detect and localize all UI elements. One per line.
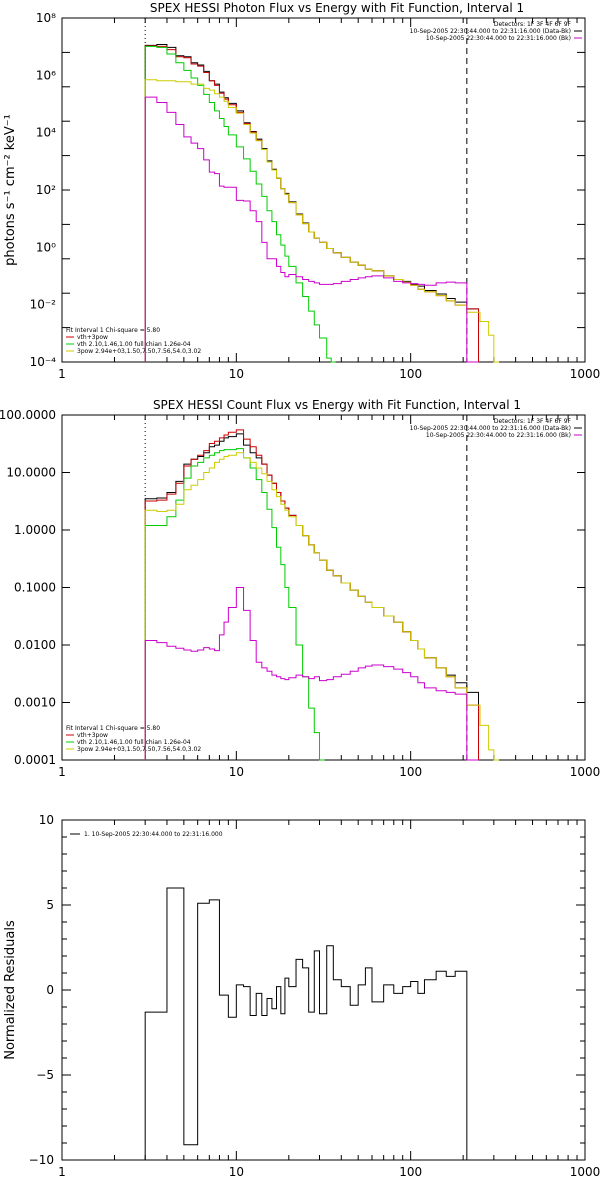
y-tick-label: 10 <box>39 813 54 827</box>
y-tick-label: 10⁴ <box>36 126 56 140</box>
y-tick-label: 0.0010 <box>14 696 56 710</box>
data-series-line <box>144 452 500 761</box>
y-tick-label: 10⁶ <box>36 68 56 82</box>
legend-entry: Fit Interval 1 Chi-square = 5.80 <box>66 725 160 732</box>
legend-entry: 10-Sep-2005 22:30:44.000 to 22:31:16.000… <box>426 432 571 439</box>
x-tick-label: 100 <box>399 765 422 779</box>
x-tick-label: 1 <box>58 367 66 381</box>
panel-title: SPEX HESSI Photon Flux vs Energy with Fi… <box>150 1 524 15</box>
legend-entry: 1. 10-Sep-2005 22:30:44.000 to 22:31:16.… <box>84 831 223 838</box>
y-tick-label: 0.1000 <box>14 581 56 595</box>
x-tick-label: 10 <box>229 367 244 381</box>
data-series-line <box>144 79 500 363</box>
data-series-line <box>144 45 336 363</box>
plot-frame <box>61 414 586 761</box>
y-tick-label: 10² <box>36 183 56 197</box>
x-tick-label: 1000 <box>570 367 600 381</box>
plot-frame <box>61 17 586 363</box>
y-tick-label: 1.0000 <box>14 523 56 537</box>
legend-entry: vth+3pow <box>77 334 108 341</box>
y-tick-label: 10⁻² <box>30 298 57 312</box>
legend-entry: vth+3pow <box>77 732 108 739</box>
legend-entry: Detectors: 1F 3F 4F 6F 9F <box>494 418 572 425</box>
legend-entry: 10-Sep-2005 22:30:44.000 to 22:31:16.000… <box>426 35 571 42</box>
y-tick-label: 10.0000 <box>6 466 56 480</box>
y-tick-label: −5 <box>36 1068 54 1082</box>
y-axis-label: Normalized Residuals <box>3 920 18 1060</box>
legend-entry: vth 2.10,1.46,1.00 full chian 1.26e-04 <box>77 739 191 746</box>
panel-title: SPEX HESSI Count Flux vs Energy with Fit… <box>153 398 521 412</box>
legend-entry: Fit Interval 1 Chi-square = 5.80 <box>66 327 160 334</box>
x-tick-label: 1 <box>58 1165 66 1179</box>
y-tick-label: 10⁰ <box>36 240 56 254</box>
data-series-line <box>144 433 480 760</box>
y-tick-label: 0 <box>46 983 54 997</box>
data-series-line <box>144 45 480 362</box>
legend-entry: vth 2.10,1.46,1.00 full chian 1.26e-04 <box>77 341 191 348</box>
data-series-line <box>144 96 479 363</box>
x-tick-label: 1000 <box>570 1165 600 1179</box>
legend-entry: 10-Sep-2005 22:30:44.000 to 22:31:16.000… <box>410 425 571 432</box>
data-series-line <box>144 448 325 761</box>
y-tick-label: 5 <box>46 898 54 912</box>
residuals-panel: 1 10 100 1000 −10 −5 0 5 10 Normalized Residuals 1… <box>3 813 600 1179</box>
count-flux-panel: SPEX HESSI Count Flux vs Energy with Fit… <box>0 398 600 779</box>
y-tick-label: −10 <box>29 1153 54 1167</box>
x-tick-label: 1000 <box>570 765 600 779</box>
y-tick-label: 100.0000 <box>0 408 56 422</box>
y-tick-label: 10⁸ <box>36 11 56 25</box>
x-tick-label: 100 <box>399 367 422 381</box>
y-axis-label: photons s⁻¹ cm⁻² keV⁻¹ <box>3 114 18 266</box>
legend-entry: 3pow 2.94e+03,1.50,7.50,7.56,54.0,3.02 <box>77 348 201 355</box>
data-series-line <box>144 429 480 760</box>
x-tick-label: 10 <box>229 1165 244 1179</box>
x-tick-label: 100 <box>399 1165 422 1179</box>
legend-entry: 10-Sep-2005 22:30:44.000 to 22:31:16.000… <box>410 28 571 35</box>
data-series-line <box>144 887 479 1161</box>
legend-entry: 3pow 2.94e+03,1.50,7.50,7.56,54.0,3.02 <box>77 746 201 753</box>
plot-frame <box>61 819 586 1161</box>
photon-flux-panel: SPEX HESSI Photon Flux vs Energy with Fi… <box>3 1 600 381</box>
data-series-line <box>144 587 479 761</box>
y-tick-label: 10⁻⁴ <box>30 355 57 369</box>
x-tick-label: 10 <box>229 765 244 779</box>
y-tick-label: 0.0100 <box>14 638 56 652</box>
legend-entry: Detectors: 1F 3F 4F 6F 9F <box>494 21 572 28</box>
data-series-line <box>144 43 480 362</box>
x-tick-label: 1 <box>58 765 66 779</box>
y-tick-label: 0.0001 <box>14 753 56 767</box>
